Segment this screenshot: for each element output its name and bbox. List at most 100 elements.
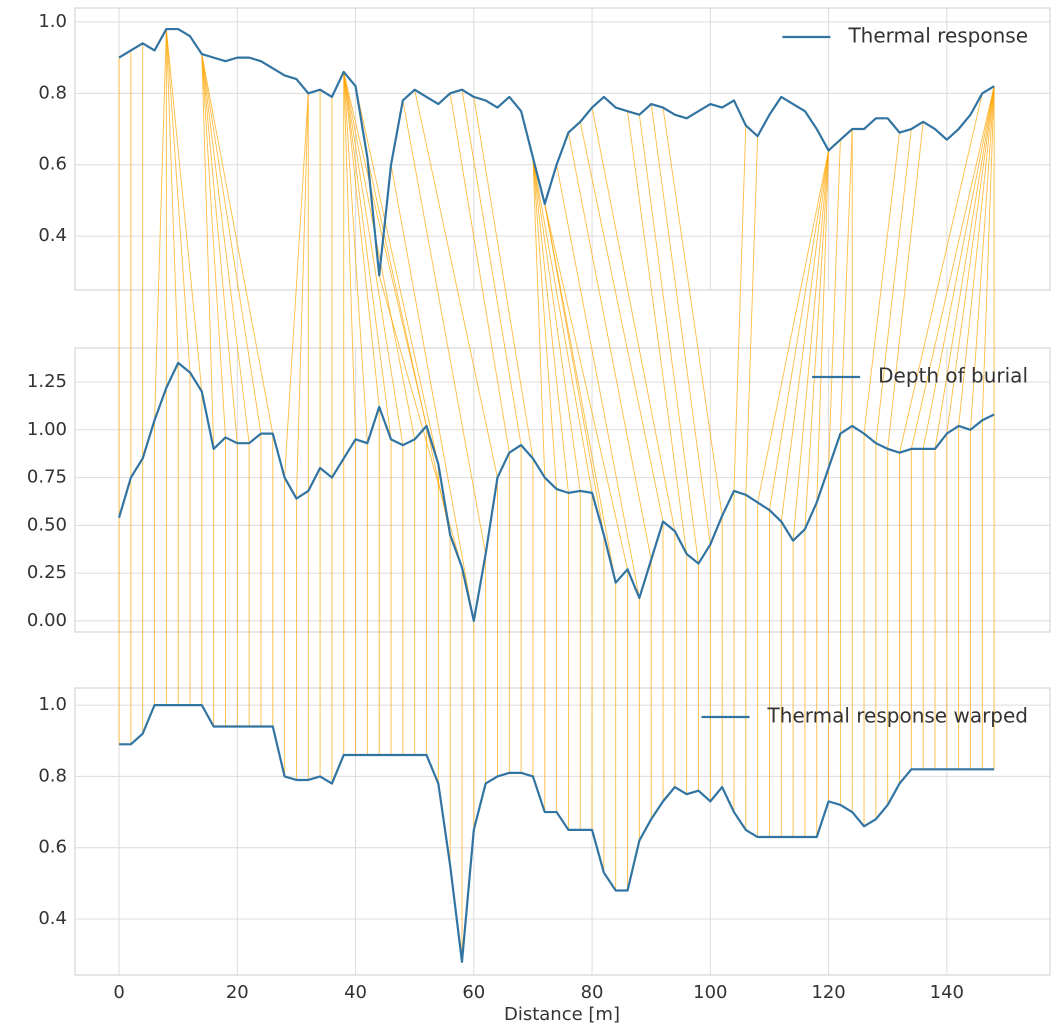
alignment-link [816,150,830,503]
series-line [117,361,995,623]
alignment-link [201,53,250,444]
alignment-link [958,86,995,427]
alignment-link [165,29,179,363]
alignment-link [591,107,676,532]
x-tick-label: 140 [930,982,964,1003]
series-line [118,27,995,277]
plot-area [75,688,1050,975]
alignment-link [343,71,357,440]
x-tick-label: 0 [113,982,124,1003]
alignment-link [899,93,983,453]
alignment-link [343,71,392,440]
alignment-link [567,132,652,560]
alignment-link [839,128,853,434]
x-tick-label: 80 [581,982,604,1003]
series-line [119,704,995,963]
alignment-link [662,107,723,516]
y-tick-label: 0.4 [38,908,67,929]
alignment-link [544,203,628,570]
alignment-link [863,132,900,434]
alignment-link [284,93,309,478]
legend-label: Thermal response warped [767,704,1028,728]
x-tick-label: 100 [693,982,727,1003]
alignment-link [355,86,439,465]
y-tick-label: 0.75 [27,467,67,488]
alignment-link [390,164,475,621]
alignment-link [638,114,699,564]
alignment-link [887,121,924,449]
alignment-link [970,86,995,430]
alignment-link [201,53,262,434]
alignment-link [780,150,830,522]
alignment-link [733,125,747,491]
alignment-link [532,157,569,493]
alignment-link [745,136,759,495]
alignment-link [922,86,995,449]
alignment-link [201,54,226,438]
alignment-link [544,203,605,535]
alignment-link [532,157,558,490]
alignment-link [201,53,274,434]
legend-label: Thermal response [847,24,1028,48]
y-tick-label: 1.0 [38,11,67,32]
alignment-link [556,164,640,599]
alignment-link [875,128,912,444]
alignment-link [768,150,830,511]
alignment-link [792,150,830,541]
alignment-link [201,54,215,449]
alignment-link [461,89,522,446]
y-tick-label: 0.50 [27,514,67,535]
y-tick-label: 0.6 [38,837,67,858]
alignment-link [366,157,451,536]
x-tick-label: 120 [811,982,845,1003]
alignment-link [544,203,617,583]
y-tick-label: 1.25 [27,371,67,392]
alignment-link [934,86,995,449]
alignment-link [532,157,546,478]
x-tick-label: 40 [344,982,367,1003]
alignment-link [910,86,995,450]
alignment-link [343,71,416,440]
alignment-link [804,150,830,530]
y-tick-label: 0.00 [27,610,67,631]
alignment-link [343,71,380,407]
alignment-link [414,89,498,478]
alignment-link [165,29,191,373]
x-tick-label: 20 [226,982,249,1003]
alignment-links [118,29,995,962]
x-axis-label: Distance [m] [504,1004,620,1025]
alignment-link [165,29,203,392]
alignment-link [343,71,427,427]
y-tick-label: 1.00 [27,419,67,440]
alignment-link [946,86,995,434]
alignment-link [201,54,238,444]
alignment-link [295,93,309,499]
plot-frame [74,687,1051,976]
plot-frame [74,7,1051,291]
y-tick-label: 0.25 [27,562,67,583]
curves: Thermal response Depth of burial Thermal r… [117,24,1028,963]
y-tick-label: 0.8 [38,82,67,103]
alignment-link [532,157,581,492]
y-tick-label: 0.4 [38,225,67,246]
alignment-link [532,157,593,493]
x-tick-label: 60 [462,982,485,1003]
y-tick-label: 0.8 [38,765,67,786]
y-tick-label: 1.0 [38,694,67,715]
alignment-link [154,29,167,421]
alignment-link [473,96,534,459]
alignment-link [650,103,711,545]
plot-frame [74,347,1051,633]
alignment-link [828,139,841,469]
alignment-link [757,150,830,503]
y-tick-label: 0.6 [38,154,67,175]
alignment-link [402,100,487,555]
legend-label: Depth of burial [878,364,1028,388]
alignment-link [343,71,368,444]
alignment-link [449,93,510,453]
alignment-link [579,121,664,522]
alignment-link [627,111,688,555]
alignment-link [343,71,404,446]
alignment-link [981,86,995,421]
